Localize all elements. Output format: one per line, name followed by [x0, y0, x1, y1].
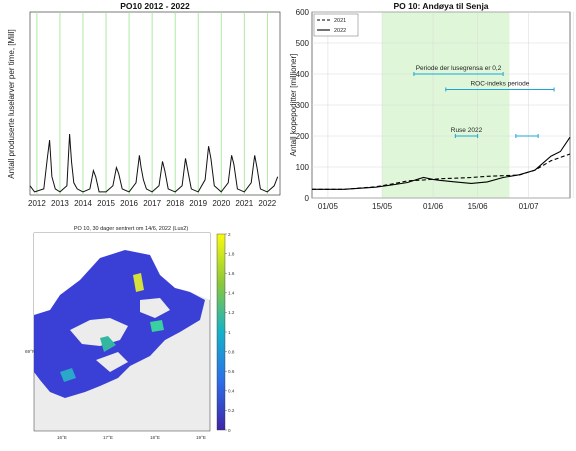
- annotation-label: Periode der lusegrensa er 0,2: [416, 65, 502, 72]
- y-axis-label: Antall kopepoditter [millioner]: [289, 54, 298, 157]
- island: [96, 352, 128, 372]
- y-tick-label: 600: [296, 8, 310, 17]
- legend-2021-label: 2021: [334, 18, 346, 24]
- x-tick-label: 2015: [97, 199, 115, 208]
- chart-title: PO10 2012 - 2022: [120, 1, 190, 11]
- sea-area: [34, 233, 210, 315]
- x-tick-label: 2012: [28, 199, 46, 208]
- colorbar-tick-label: 0.6: [228, 369, 235, 374]
- high-density-spot: [133, 273, 144, 292]
- x-tick-label: 2022: [258, 199, 276, 208]
- x-tick-label: 01/05: [318, 202, 339, 211]
- y-tick-label: 200: [296, 132, 310, 141]
- lon-tick-label: 19°E: [196, 435, 206, 440]
- colorbar-tick-label: 1.4: [228, 291, 235, 296]
- colorbar-tick-label: 1.2: [228, 310, 235, 315]
- x-tick-label: 15/05: [372, 202, 393, 211]
- colorbar-tick-label: 1: [228, 330, 231, 335]
- lat-tick: 69°N: [25, 349, 35, 354]
- series-line-2021: [312, 153, 571, 190]
- colorbar-tick-label: 0.2: [228, 408, 235, 413]
- y-tick-label: 300: [296, 101, 310, 110]
- island: [140, 298, 170, 318]
- x-tick-label: 2019: [189, 199, 207, 208]
- y-tick-label: 100: [296, 163, 310, 172]
- x-tick-label: 2020: [212, 199, 230, 208]
- map-title: PO 10, 30 dager sentrert om 14/6, 2022 (…: [74, 226, 189, 232]
- x-tick-label: 2018: [166, 199, 184, 208]
- legend: 2021 2022: [313, 13, 359, 37]
- lon-tick-label: 18°E: [150, 435, 160, 440]
- series-line: [29, 133, 279, 193]
- lon-tick-label: 16°E: [57, 435, 67, 440]
- y-tick-label: 0: [305, 194, 310, 203]
- colorbar-tick-label: 1.8: [228, 251, 235, 256]
- high-density-spot: [100, 336, 116, 352]
- colorbar-tick-label: 1.6: [228, 271, 235, 276]
- x-tick-label: 2016: [120, 199, 138, 208]
- y-tick-label: 400: [296, 70, 310, 79]
- y-tick-label: 500: [296, 39, 310, 48]
- high-density-spot: [60, 368, 76, 382]
- x-tick-label: 2017: [143, 199, 161, 208]
- chart-andoya-senja: Periode der lusegrensa er 0,2 ROC-indeks …: [289, 1, 574, 211]
- chart-title: PO 10: Andøya til Senja: [393, 1, 488, 11]
- colorbar-tick-label: 2: [228, 232, 231, 237]
- x-tick-label: 15/06: [468, 202, 489, 211]
- lon-tick-label: 17°E: [103, 435, 113, 440]
- colorbar-tick-label: 0.4: [228, 389, 235, 394]
- x-tick-label: 2013: [51, 199, 69, 208]
- map-heatmap: PO 10, 30 dager sentrert om 14/6, 2022 (…: [25, 226, 235, 440]
- x-tick-label: 2021: [235, 199, 253, 208]
- x-tick-label: 01/07: [519, 202, 540, 211]
- colorbar: [216, 233, 226, 431]
- annotation-label: Ruse 2022: [451, 127, 483, 134]
- colorbar-tick-label: 0.8: [228, 349, 235, 354]
- colorbar-tick-label: 0: [228, 428, 231, 433]
- y-axis-label: Antall produserte luselarver per time, […: [7, 29, 16, 178]
- annotation-label: ROC-indeks periode: [470, 81, 529, 88]
- island: [70, 318, 128, 346]
- x-tick-label: 2014: [74, 199, 92, 208]
- legend-2022-label: 2022: [334, 28, 346, 34]
- series-line-2022: [312, 136, 571, 190]
- x-tick-label: 01/06: [423, 202, 444, 211]
- high-density-spot: [150, 320, 164, 332]
- chart-po10-timeseries: 2012 2013 2014 2015 2016 2017 2018 2019 2020 2021…: [7, 1, 281, 208]
